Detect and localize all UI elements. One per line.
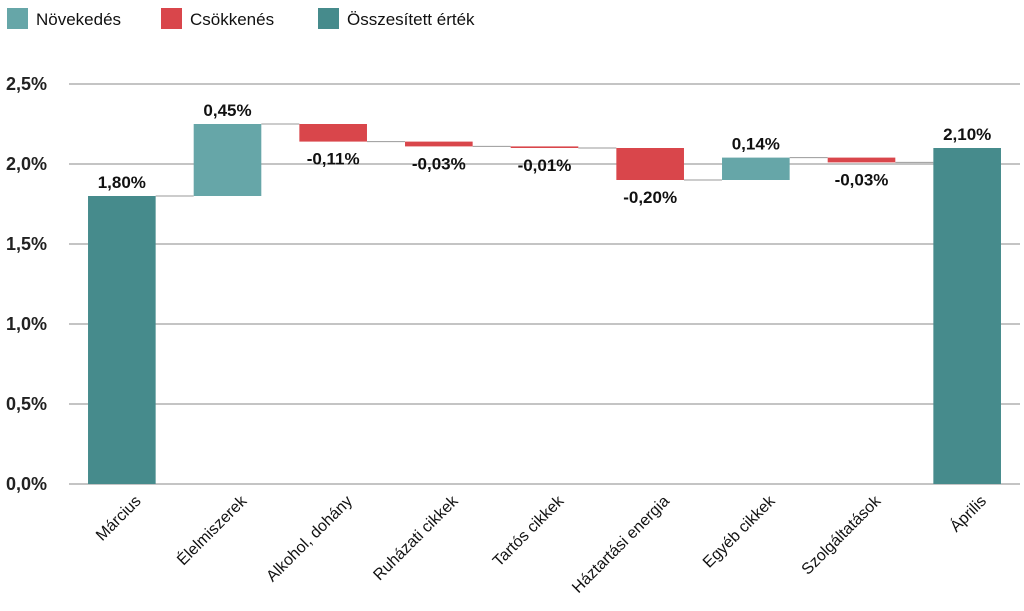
bar-decrease <box>299 124 367 142</box>
bar-decrease <box>510 146 579 148</box>
bars <box>88 124 1001 484</box>
bar-decrease <box>616 148 684 180</box>
bar-decrease <box>405 141 473 147</box>
y-tick-label: 2,5% <box>6 74 47 94</box>
data-label: 0,14% <box>732 135 780 154</box>
data-label: 2,10% <box>943 125 991 144</box>
legend-label-total: Összesített érték <box>347 10 475 29</box>
data-label: -0,01% <box>518 156 572 175</box>
legend-swatch-decrease <box>161 8 182 29</box>
x-tick-label: Március <box>93 493 145 545</box>
bar-total <box>88 196 156 484</box>
bar-total <box>933 148 1001 484</box>
y-axis-ticks: 0,0% 0,5% 1,0% 1,5% 2,0% 2,5% <box>6 74 47 494</box>
legend-swatch-increase <box>7 8 28 29</box>
x-tick-label: Április <box>946 491 990 535</box>
y-tick-label: 1,5% <box>6 234 47 254</box>
bar-connectors <box>155 123 934 197</box>
data-labels: 1,80% 0,45% -0,11% -0,03% -0,01% -0,20% 0,14% -… <box>98 101 992 207</box>
x-tick-label: Tartós cikkek <box>490 492 568 570</box>
bar-increase <box>722 157 790 180</box>
x-tick-label: Élelmiszerek <box>173 491 251 569</box>
data-label: -0,20% <box>623 188 677 207</box>
data-label: 0,45% <box>203 101 251 120</box>
y-tick-label: 2,0% <box>6 154 47 174</box>
data-label: -0,03% <box>835 170 889 189</box>
x-tick-label: Háztartási energia <box>569 493 673 597</box>
x-tick-label: Szolgáltatások <box>799 492 885 578</box>
legend: Növekedés Csökkenés Összesített érték <box>7 8 475 29</box>
x-axis-labels: Március Élelmiszerek Alkohol, dohány Ruháza… <box>93 491 990 597</box>
y-tick-label: 1,0% <box>6 314 47 334</box>
legend-label-increase: Növekedés <box>36 10 121 29</box>
x-tick-label: Alkohol, dohány <box>263 493 356 586</box>
data-label: -0,11% <box>307 150 360 169</box>
legend-label-decrease: Csökkenés <box>190 10 274 29</box>
data-label: 1,80% <box>98 173 146 192</box>
legend-swatch-total <box>318 8 339 29</box>
y-tick-label: 0,0% <box>6 474 47 494</box>
y-tick-label: 0,5% <box>6 394 47 414</box>
bar-decrease <box>827 157 896 163</box>
data-label: -0,03% <box>412 154 466 173</box>
bar-increase <box>193 124 262 196</box>
x-tick-label: Egyéb cikkek <box>700 492 779 571</box>
x-tick-label: Ruházati cikkek <box>370 492 462 584</box>
